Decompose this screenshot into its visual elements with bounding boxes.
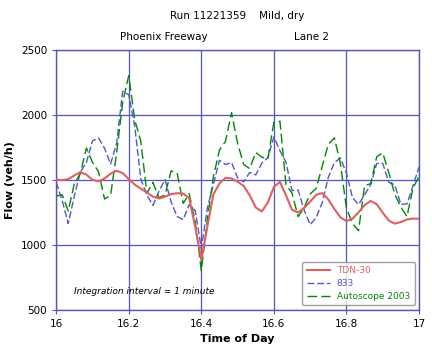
Text: Phoenix Freeway: Phoenix Freeway (121, 32, 208, 42)
Text: Run 11221359    Mild, dry: Run 11221359 Mild, dry (170, 11, 305, 21)
Text: Lane 2: Lane 2 (293, 32, 329, 42)
Y-axis label: Flow (veh/h): Flow (veh/h) (5, 141, 15, 219)
X-axis label: Time of Day: Time of Day (200, 334, 275, 344)
Legend: TDN-30, 833, Autoscope 2003: TDN-30, 833, Autoscope 2003 (302, 262, 415, 305)
Text: Integration interval = 1 minute: Integration interval = 1 minute (74, 287, 215, 296)
